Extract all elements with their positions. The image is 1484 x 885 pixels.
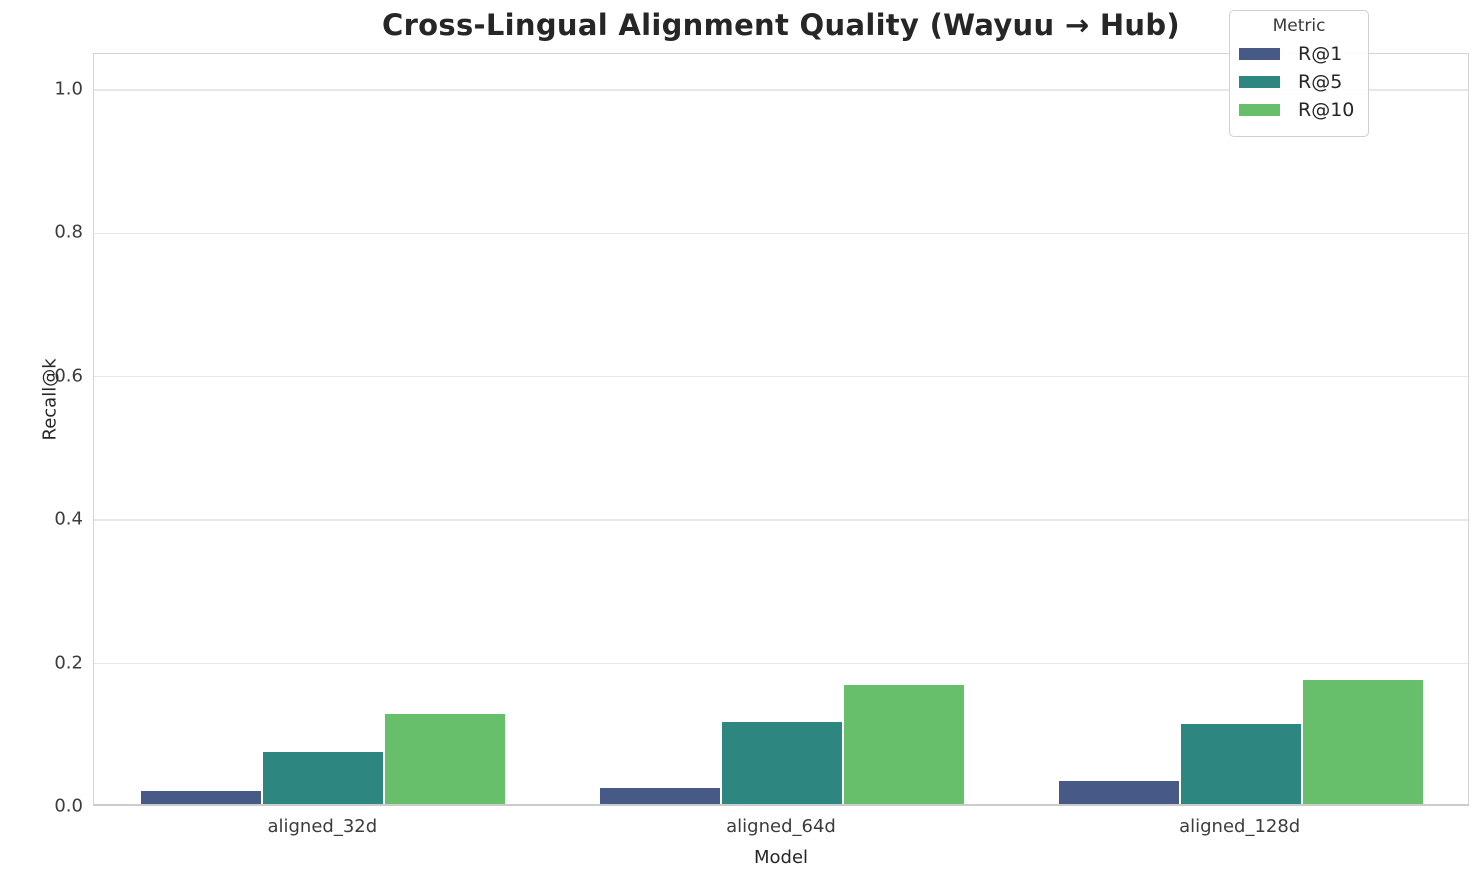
legend-items: R@1 R@5 R@10 <box>1230 40 1368 124</box>
legend-swatch-R@5 <box>1239 76 1280 88</box>
bar-R@10-aligned_32d <box>385 714 506 804</box>
bar-R@10-aligned_128d <box>1302 679 1423 804</box>
bar-R@1-aligned_64d <box>600 788 720 804</box>
x-axis-label: Model <box>753 847 809 868</box>
gridline-y-0.8 <box>94 232 1468 234</box>
chart-title: Cross-Lingual Alignment Quality (Wayuu →… <box>382 8 1180 42</box>
y-axis-label: Recall@k <box>39 358 61 441</box>
y-tick-label-0.2: 0.2 <box>54 652 83 674</box>
y-tick-label-0.6: 0.6 <box>54 365 83 387</box>
y-tick-label-0.0: 0.0 <box>54 795 83 817</box>
legend-item-R@1: R@1 <box>1230 40 1368 68</box>
legend-swatch-R@1 <box>1239 48 1280 60</box>
plot-area <box>93 53 1469 806</box>
legend-label-R@5: R@5 <box>1298 71 1343 93</box>
bar-R@10-aligned_64d <box>844 684 964 804</box>
gridline-y-1.0 <box>94 89 1468 91</box>
y-tick-label-0.8: 0.8 <box>54 221 83 243</box>
gridline-y-0.4 <box>94 519 1468 521</box>
legend-label-R@1: R@1 <box>1298 43 1343 65</box>
legend-swatch-R@10 <box>1239 104 1280 116</box>
gridline-y-0.6 <box>94 376 1468 378</box>
bar-R@5-aligned_128d <box>1180 723 1301 804</box>
x-tick-label-aligned_32d: aligned_32d <box>267 816 378 837</box>
bar-R@1-aligned_128d <box>1058 781 1179 804</box>
legend-item-R@5: R@5 <box>1230 68 1368 96</box>
bar-R@1-aligned_32d <box>141 791 262 804</box>
x-tick-label-aligned_128d: aligned_128d <box>1179 816 1301 837</box>
legend-label-R@10: R@10 <box>1298 99 1355 121</box>
x-tick-label-aligned_64d: aligned_64d <box>726 816 836 837</box>
y-tick-label-1.0: 1.0 <box>54 78 83 100</box>
legend-item-R@10: R@10 <box>1230 96 1368 124</box>
bar-R@5-aligned_32d <box>263 752 384 804</box>
legend: Metric R@1 R@5 R@10 <box>1229 10 1369 137</box>
y-tick-label-0.4: 0.4 <box>54 508 83 530</box>
gridline-y-0.2 <box>94 662 1468 665</box>
legend-title: Metric <box>1272 16 1326 36</box>
bar-R@5-aligned_64d <box>722 722 842 804</box>
